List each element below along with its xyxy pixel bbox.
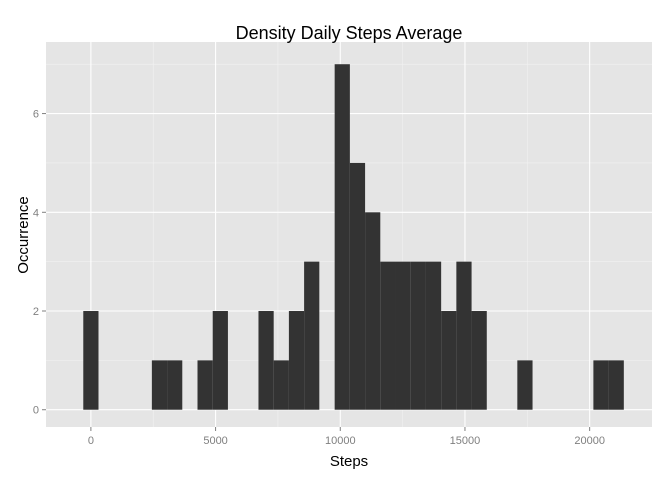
histogram-bar — [288, 311, 305, 410]
histogram-bar — [456, 261, 472, 410]
x-tick-label: 10000 — [325, 435, 356, 447]
x-axis-ticks: 0 5000 10000 15000 20000 — [88, 427, 605, 447]
histogram-bar — [517, 360, 533, 410]
histogram-bar — [167, 360, 183, 410]
histogram-bar — [441, 311, 457, 410]
histogram-bar — [258, 311, 274, 410]
x-tick-label: 15000 — [450, 435, 481, 447]
histogram-bar — [304, 261, 320, 410]
x-tick-label: 0 — [88, 435, 94, 447]
y-tick-label: 2 — [33, 306, 39, 318]
histogram-bar — [380, 261, 396, 410]
histogram-bar — [425, 261, 442, 410]
histogram-bar — [395, 261, 411, 410]
chart-title: Density Daily Steps Average — [236, 23, 463, 43]
y-tick-label: 0 — [33, 405, 39, 417]
y-axis-ticks: 0 2 4 6 — [33, 109, 46, 417]
x-tick-label: 5000 — [203, 435, 227, 447]
histogram-bar — [273, 360, 289, 410]
x-axis-label: Steps — [330, 453, 368, 470]
histogram-bar — [334, 64, 350, 410]
histogram-bar — [365, 212, 381, 410]
histogram-bar — [471, 311, 487, 410]
x-tick-label: 20000 — [574, 435, 605, 447]
histogram-bar — [349, 162, 366, 410]
histogram-bars — [83, 64, 624, 410]
histogram-bar — [410, 261, 426, 410]
histogram-bar — [197, 360, 213, 410]
histogram-bar — [212, 311, 228, 410]
y-tick-label: 6 — [33, 109, 39, 121]
histogram-bar — [83, 311, 99, 410]
y-tick-label: 4 — [33, 207, 39, 219]
histogram-bar — [608, 360, 624, 410]
histogram-bar — [593, 360, 609, 410]
histogram-bar — [151, 360, 168, 410]
y-axis-label: Occurrence — [15, 196, 32, 274]
